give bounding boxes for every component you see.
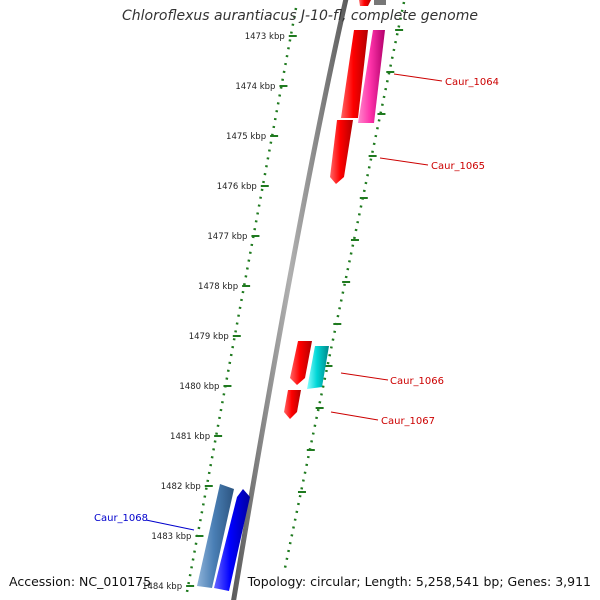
gene-label-caur-1065[interactable]: Caur_1065 [431,161,485,172]
gene-arrow-partial[interactable] [359,0,371,6]
tick-label: 1484 kbp [142,582,182,592]
leader-caur-1067 [330,411,379,421]
inner-ruler-line [185,7,298,593]
backbone-cap [374,0,386,5]
gene-features [197,0,385,591]
gene-label-caur-1064[interactable]: Caur_1064 [445,77,499,88]
leader-caur-1064 [393,73,443,82]
tick-label: 1480 kbp [179,382,219,392]
map-title: Chloroflexus aurantiacus J-10-fl, comple… [122,8,478,24]
leader-caur-1065 [379,157,429,166]
leader-caur-1066 [340,372,389,381]
gene-arrow-caur-1064-rna[interactable] [358,30,385,123]
gene-label-lines [145,73,443,531]
accession-text: Accession: NC_010175 [9,574,152,589]
gene-arrow-caur-1064[interactable] [341,30,368,118]
gene-label-caur-1067[interactable]: Caur_1067 [381,416,435,427]
gene-label-caur-1068[interactable]: Caur_1068 [94,513,148,524]
leader-caur-1068 [145,519,195,531]
tick-label: 1475 kbp [226,132,266,142]
gene-arrow-caur-1068-a[interactable] [197,484,234,588]
tick-label: 1478 kbp [198,282,238,292]
gene-arrow-caur-1066[interactable] [290,341,312,385]
tick-label: 1473 kbp [245,32,285,42]
tick-label: 1474 kbp [235,82,275,92]
tick-label: 1481 kbp [170,432,210,442]
outer-ruler-line [283,1,406,569]
tick-label: 1479 kbp [189,332,229,342]
gene-arrow-caur-1068[interactable] [214,489,250,591]
tick-label: 1482 kbp [161,482,201,492]
ruler-group [185,1,406,593]
tick-label: 1477 kbp [207,232,247,242]
gene-label-caur-1066[interactable]: Caur_1066 [390,376,444,387]
tick-label-group: 1473 kbp 1474 kbp 1475 kbp 1476 kbp 1477 kbp… [142,32,285,592]
gene-arrow-caur-1065[interactable] [330,120,353,184]
tick-label: 1483 kbp [151,532,191,542]
tick-label: 1476 kbp [217,182,257,192]
genome-summary-text: Topology: circular; Length: 5,258,541 bp… [247,574,591,589]
gene-labels: Caur_1064 Caur_1065 Caur_1066 Caur_1067 … [94,77,499,524]
gene-arrow-caur-1067[interactable] [284,390,301,419]
genome-backbone [231,0,349,600]
gene-arrow-caur-1066-rna[interactable] [307,346,329,389]
